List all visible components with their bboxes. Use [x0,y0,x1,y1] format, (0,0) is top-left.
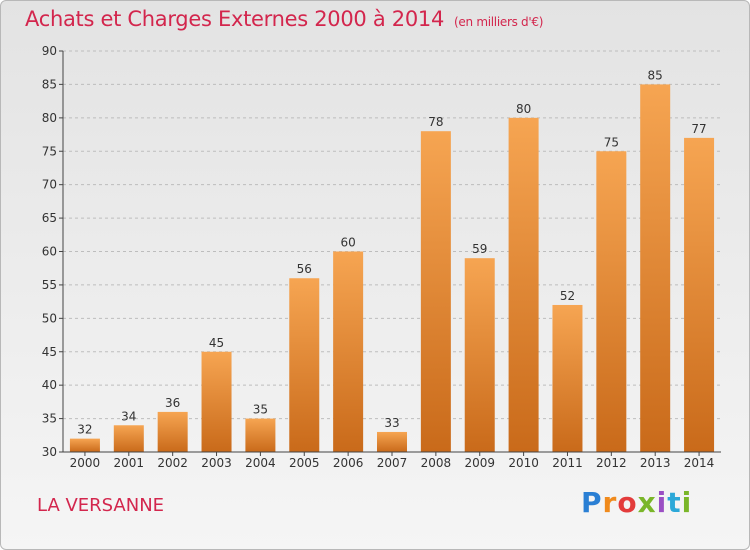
bar-2003 [201,351,232,452]
chart-title: Achats et Charges Externes 2000 à 2014 (e… [25,7,543,31]
bar-2005 [289,278,320,452]
commune-name: LA VERSANNE [37,495,165,516]
bar-2008 [420,131,451,452]
bar-value-label: 56 [297,262,312,276]
bar-value-label: 35 [253,403,268,417]
bar-value-label: 45 [209,336,224,350]
x-tick-label: 2008 [421,456,452,470]
y-tick-label: 70 [42,178,57,192]
y-tick-label: 60 [42,245,57,259]
bar-2011 [552,304,583,452]
bar-2010 [508,117,539,452]
bar-2013 [640,84,671,453]
bar-value-label: 85 [648,68,663,82]
bar-value-label: 77 [691,122,706,136]
bar-value-label: 33 [384,416,399,430]
bar-2004 [245,418,276,452]
x-tick-label: 2012 [596,456,627,470]
x-tick-label: 2006 [333,456,364,470]
axes: 30 35 40 45 50 55 60 65 70 75 80 85 90 2000 2001 2002 20… [42,44,721,470]
bar-value-label: 80 [516,102,531,116]
x-tick-label: 2003 [201,456,232,470]
bar-2006 [333,251,364,452]
bar-value-label: 52 [560,289,575,303]
y-tick-label: 50 [42,311,57,325]
bar-value-label: 59 [472,242,487,256]
bar-value-label: 32 [77,423,92,437]
chart-unit-label: (en milliers d'€) [454,15,544,29]
x-tick-label: 2005 [289,456,320,470]
y-tick-label: 35 [42,412,57,426]
x-tick-label: 2000 [70,456,101,470]
bar-value-label: 75 [604,135,619,149]
x-tick-label: 2014 [684,456,715,470]
bar-2001 [113,425,144,452]
x-tick-label: 2002 [157,456,188,470]
y-tick-label: 85 [42,77,57,91]
bar-2002 [157,411,188,452]
bar-2012 [596,151,627,452]
x-tick-label: 2001 [114,456,145,470]
bar-2009 [464,258,495,452]
bar-2014 [684,137,715,452]
x-tick-label: 2011 [552,456,583,470]
x-tick-label: 2009 [464,456,495,470]
bar-2007 [377,431,407,452]
y-tick-label: 80 [42,111,57,125]
chart-title-text: Achats et Charges Externes 2000 à 2014 [25,7,445,31]
x-tick-label: 2010 [508,456,539,470]
x-tick-label: 2013 [640,456,671,470]
y-tick-label: 90 [42,44,57,58]
proxiti-logo[interactable]: Proxiti [581,486,693,519]
y-tick-label: 55 [42,278,57,292]
y-tick-label: 40 [42,378,57,392]
bar-chart: 32 34 36 45 35 56 60 33 78 59 80 52 75 85 77 30 35 40 45 5… [42,44,721,470]
bar-2000 [69,438,100,452]
bar-value-label: 60 [340,236,355,250]
y-tick-label: 65 [42,211,57,225]
y-tick-label: 30 [42,445,57,459]
bar-value-label: 34 [121,409,136,423]
bars: 32 34 36 45 35 56 60 33 78 59 80 52 75 85 77 [69,68,715,453]
x-tick-label: 2007 [377,456,408,470]
bar-value-label: 78 [428,115,443,129]
bar-value-label: 36 [165,396,180,410]
y-tick-label: 45 [42,345,57,359]
x-tick-label: 2004 [245,456,276,470]
y-tick-label: 75 [42,144,57,158]
